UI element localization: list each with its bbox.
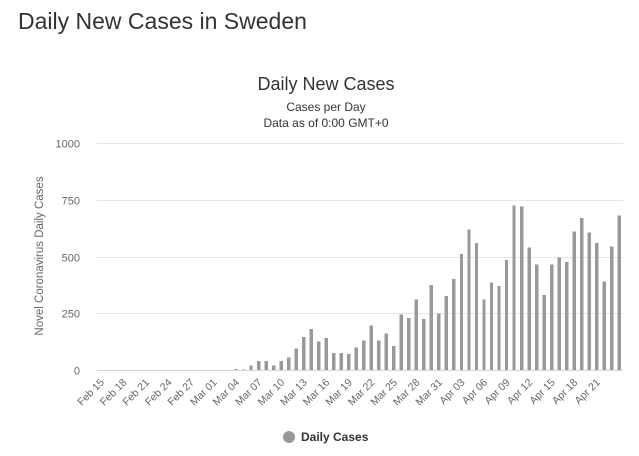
- grid-layer: [97, 143, 623, 371]
- legend-label[interactable]: Daily Cases: [301, 430, 369, 444]
- bar[interactable]: [527, 247, 531, 370]
- bar[interactable]: [519, 206, 524, 370]
- bar[interactable]: [377, 340, 381, 370]
- bar[interactable]: [414, 299, 419, 370]
- legend[interactable]: Daily Cases: [283, 430, 369, 444]
- chart-subtitle-line2: Data as of 0:00 GMT+0: [263, 116, 388, 130]
- bar[interactable]: [444, 296, 449, 370]
- bar[interactable]: [392, 346, 396, 370]
- bar[interactable]: [504, 259, 509, 370]
- bar[interactable]: [610, 246, 614, 370]
- y-tick-label: 750: [62, 196, 80, 208]
- y-axis-label: Novel Coronavirus Daily Cases: [34, 176, 46, 335]
- bar[interactable]: [279, 360, 283, 370]
- bar[interactable]: [294, 348, 298, 370]
- bar[interactable]: [542, 295, 546, 370]
- bar[interactable]: [497, 286, 501, 370]
- x-tick-label: Apr 21: [572, 377, 602, 407]
- bar[interactable]: [362, 340, 366, 370]
- bar[interactable]: [264, 360, 268, 370]
- bar[interactable]: [271, 365, 276, 370]
- bar[interactable]: [354, 347, 358, 370]
- y-tick-label: 0: [74, 366, 80, 378]
- bar[interactable]: [482, 299, 486, 370]
- bar-series-daily-cases[interactable]: [234, 205, 621, 371]
- bar[interactable]: [459, 254, 464, 370]
- bar[interactable]: [595, 242, 599, 370]
- bar[interactable]: [286, 357, 291, 370]
- bar[interactable]: [422, 318, 426, 370]
- bar[interactable]: [467, 229, 471, 370]
- bar[interactable]: [564, 262, 569, 370]
- y-tick-label: 500: [62, 253, 80, 265]
- bar[interactable]: [324, 338, 328, 370]
- bar[interactable]: [339, 352, 343, 370]
- legend-marker[interactable]: [283, 431, 295, 443]
- bar[interactable]: [309, 329, 313, 370]
- bar[interactable]: [587, 232, 591, 370]
- y-tick-label: 1000: [56, 139, 80, 151]
- bar[interactable]: [557, 257, 561, 370]
- bar[interactable]: [316, 341, 321, 371]
- bar[interactable]: [617, 215, 621, 370]
- chart-title: Daily New Cases: [257, 74, 394, 94]
- bar[interactable]: [384, 333, 388, 370]
- bar[interactable]: [534, 264, 539, 370]
- bar[interactable]: [437, 313, 441, 370]
- bar[interactable]: [474, 242, 479, 370]
- bar[interactable]: [399, 314, 404, 370]
- y-tick-labels: 0 250 500 750 1000: [56, 139, 80, 378]
- bar[interactable]: [241, 369, 246, 370]
- bar[interactable]: [512, 205, 516, 370]
- bar[interactable]: [347, 354, 351, 370]
- bar[interactable]: [332, 352, 336, 370]
- bar[interactable]: [572, 231, 576, 370]
- bar[interactable]: [407, 317, 411, 370]
- chart-subtitle-line1: Cases per Day: [286, 100, 365, 114]
- bar[interactable]: [234, 368, 238, 370]
- bar[interactable]: [429, 284, 434, 371]
- y-tick-label: 250: [62, 309, 80, 321]
- bar[interactable]: [579, 217, 584, 370]
- bar[interactable]: [602, 281, 606, 370]
- bar[interactable]: [301, 337, 306, 370]
- bar[interactable]: [549, 264, 554, 370]
- bar[interactable]: [452, 279, 456, 370]
- bar[interactable]: [369, 325, 373, 370]
- page-heading: Daily New Cases in Sweden: [18, 8, 307, 34]
- bar[interactable]: [489, 282, 494, 370]
- bar[interactable]: [249, 365, 253, 370]
- bar[interactable]: [256, 360, 261, 370]
